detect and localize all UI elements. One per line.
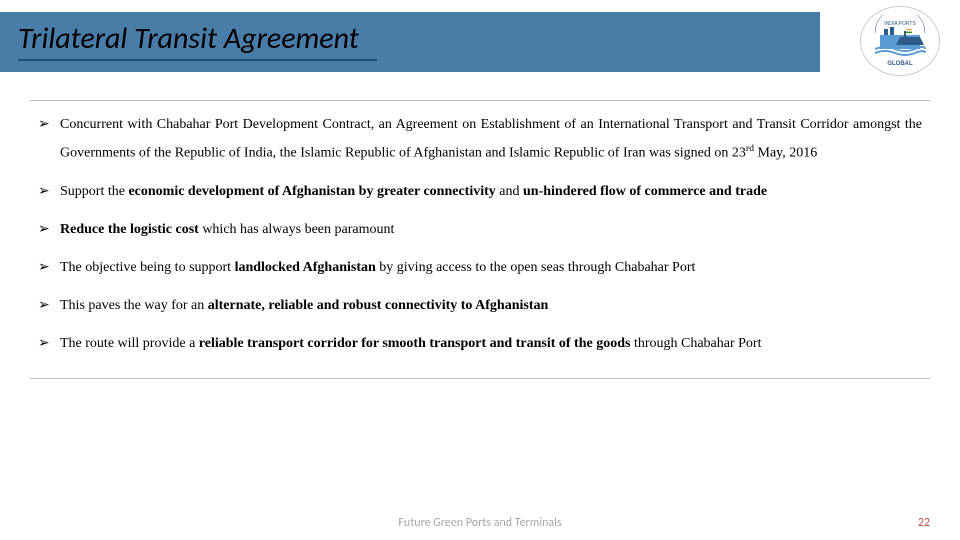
bullet-bold: Reduce the logistic cost [60,222,199,237]
divider-bottom [30,378,930,379]
page-number: 22 [918,516,930,530]
bullet-text: Support the [60,184,128,199]
bullet-item: The objective being to support landlocke… [38,254,922,282]
bullet-text: and [496,184,523,199]
svg-text:INDIA PORTS: INDIA PORTS [884,21,916,27]
bullet-text: May, 2016 [754,146,817,161]
bullet-text: which has always been paramount [199,222,395,237]
sup: rd [746,143,754,154]
bullet-bold: alternate, reliable and robust connectiv… [208,298,549,313]
content-area: Concurrent with Chabahar Port Developmen… [30,100,930,379]
bullet-item: Concurrent with Chabahar Port Developmen… [38,111,922,168]
bullet-bold: landlocked Afghanistan [235,260,376,275]
bullet-bold: economic development of Afghanistan by g… [128,184,495,199]
bullet-item: This paves the way for an alternate, rel… [38,292,922,320]
bullet-bold: reliable transport corridor for smooth t… [199,336,631,351]
bullet-item: Support the economic development of Afgh… [38,178,922,206]
bullet-item: The route will provide a reliable transp… [38,330,922,358]
svg-text:GLOBAL: GLOBAL [887,61,913,67]
bullet-text: by giving access to the open seas throug… [376,260,696,275]
bullet-bold: un-hindered flow of commerce and trade [523,184,767,199]
page-title: Trilateral Transit Agreement [18,20,377,61]
bullet-list: Concurrent with Chabahar Port Developmen… [30,101,930,378]
bullet-text: The objective being to support [60,260,235,275]
footer-text: Future Green Ports and Terminals [0,516,960,530]
bullet-item: Reduce the logistic cost which has alway… [38,216,922,244]
bullet-text: This paves the way for an [60,298,208,313]
logo-india-ports-global: INDIA PORTS GLOBAL [860,6,940,76]
bullet-text: The route will provide a [60,336,199,351]
bullet-text: through Chabahar Port [630,336,761,351]
